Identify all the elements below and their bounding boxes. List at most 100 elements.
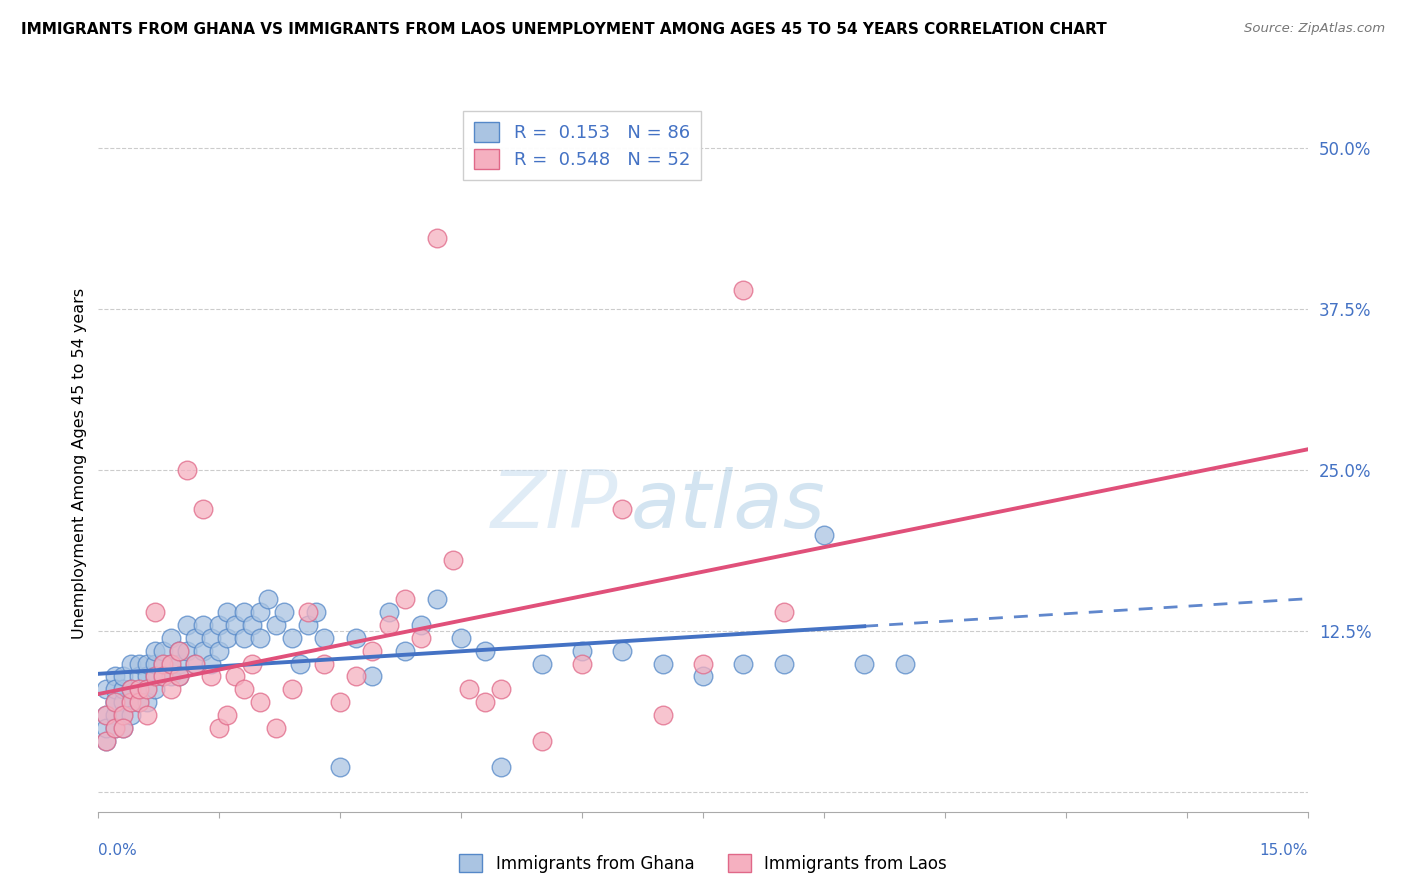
Point	[256, 592, 278, 607]
Point	[120, 695, 142, 709]
Point	[297, 618, 319, 632]
Point	[152, 657, 174, 671]
Point	[103, 708, 125, 723]
Point	[394, 643, 416, 657]
Point	[208, 643, 231, 657]
Point	[120, 682, 142, 697]
Point	[152, 669, 174, 683]
Point	[128, 682, 150, 697]
Point	[135, 682, 157, 697]
Point	[135, 695, 157, 709]
Text: 15.0%: 15.0%	[1260, 843, 1308, 858]
Point	[224, 618, 246, 632]
Text: 0.0%: 0.0%	[98, 843, 138, 858]
Point	[264, 618, 287, 632]
Point	[143, 669, 166, 683]
Text: Source: ZipAtlas.com: Source: ZipAtlas.com	[1244, 22, 1385, 36]
Point	[143, 605, 166, 619]
Point	[314, 657, 336, 671]
Point	[651, 708, 673, 723]
Point	[193, 502, 215, 516]
Point	[135, 669, 157, 683]
Point	[361, 643, 384, 657]
Point	[491, 682, 513, 697]
Legend: R =  0.153   N = 86, R =  0.548   N = 52: R = 0.153 N = 86, R = 0.548 N = 52	[463, 112, 702, 180]
Point	[361, 669, 384, 683]
Point	[281, 682, 304, 697]
Point	[135, 708, 157, 723]
Point	[571, 643, 593, 657]
Point	[96, 708, 118, 723]
Point	[120, 708, 142, 723]
Point	[143, 682, 166, 697]
Y-axis label: Unemployment Among Ages 45 to 54 years: Unemployment Among Ages 45 to 54 years	[72, 288, 87, 640]
Point	[240, 618, 263, 632]
Point	[103, 721, 125, 735]
Point	[135, 657, 157, 671]
Legend: Immigrants from Ghana, Immigrants from Laos: Immigrants from Ghana, Immigrants from L…	[453, 847, 953, 880]
Point	[96, 721, 118, 735]
Point	[329, 759, 352, 773]
Point	[224, 669, 246, 683]
Point	[128, 682, 150, 697]
Point	[96, 734, 118, 748]
Point	[152, 643, 174, 657]
Point	[184, 631, 207, 645]
Point	[249, 695, 271, 709]
Point	[120, 682, 142, 697]
Point	[491, 759, 513, 773]
Point	[249, 605, 271, 619]
Point	[772, 605, 794, 619]
Point	[111, 708, 134, 723]
Point	[167, 657, 190, 671]
Point	[314, 631, 336, 645]
Point	[344, 669, 367, 683]
Point	[167, 643, 190, 657]
Point	[249, 631, 271, 645]
Point	[193, 618, 215, 632]
Point	[128, 695, 150, 709]
Point	[111, 721, 134, 735]
Point	[281, 631, 304, 645]
Point	[152, 669, 174, 683]
Point	[160, 631, 183, 645]
Point	[120, 657, 142, 671]
Point	[208, 721, 231, 735]
Point	[450, 631, 472, 645]
Point	[176, 463, 198, 477]
Point	[160, 682, 183, 697]
Point	[135, 682, 157, 697]
Point	[232, 631, 254, 645]
Point	[813, 527, 835, 541]
Point	[329, 695, 352, 709]
Point	[103, 695, 125, 709]
Point	[103, 695, 125, 709]
Point	[530, 734, 553, 748]
Point	[853, 657, 876, 671]
Point	[733, 657, 755, 671]
Point	[409, 618, 432, 632]
Point	[200, 631, 222, 645]
Point	[111, 721, 134, 735]
Point	[288, 657, 311, 671]
Point	[160, 669, 183, 683]
Point	[152, 657, 174, 671]
Point	[103, 695, 125, 709]
Point	[96, 682, 118, 697]
Point	[96, 708, 118, 723]
Point	[167, 669, 190, 683]
Point	[184, 657, 207, 671]
Point	[111, 669, 134, 683]
Point	[692, 657, 714, 671]
Point	[160, 657, 183, 671]
Point	[128, 669, 150, 683]
Point	[184, 657, 207, 671]
Point	[305, 605, 328, 619]
Point	[426, 231, 449, 245]
Point	[377, 618, 399, 632]
Point	[120, 695, 142, 709]
Point	[176, 643, 198, 657]
Point	[200, 657, 222, 671]
Text: ZIP: ZIP	[491, 467, 619, 545]
Point	[458, 682, 481, 697]
